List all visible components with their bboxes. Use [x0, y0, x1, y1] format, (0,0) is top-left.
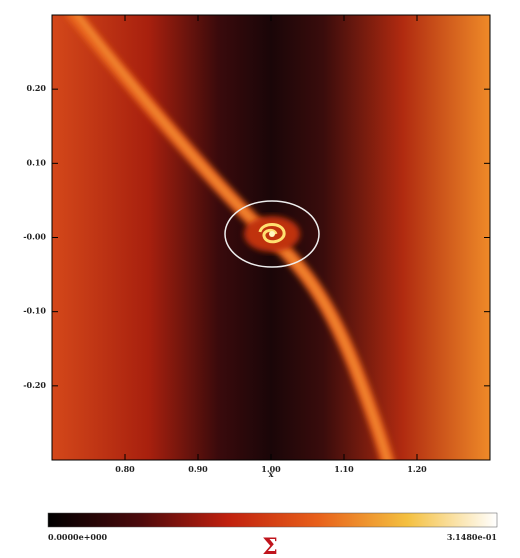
colorbar-min-label: 0.0000e+000: [48, 532, 108, 542]
y-tick-label: -0.10: [23, 306, 46, 316]
colorbar-label: Σ: [262, 534, 278, 558]
x-tick-label: 1.00: [261, 464, 281, 474]
y-tick-label: -0.00: [23, 232, 46, 242]
x-axis-label: x: [269, 469, 274, 479]
colorbar-max-label: 3.1480e-01: [447, 532, 497, 542]
y-tick-label: -0.20: [23, 380, 46, 390]
x-tick-label: 1.20: [407, 464, 427, 474]
y-tick-label: 0.20: [27, 83, 47, 93]
x-tick-label: 0.80: [115, 464, 135, 474]
density-map: [52, 15, 490, 460]
x-tick-label: 1.10: [334, 464, 354, 474]
colorbar: [47, 512, 498, 528]
x-tick-label: 0.90: [188, 464, 208, 474]
y-tick-label: 0.10: [27, 157, 47, 167]
